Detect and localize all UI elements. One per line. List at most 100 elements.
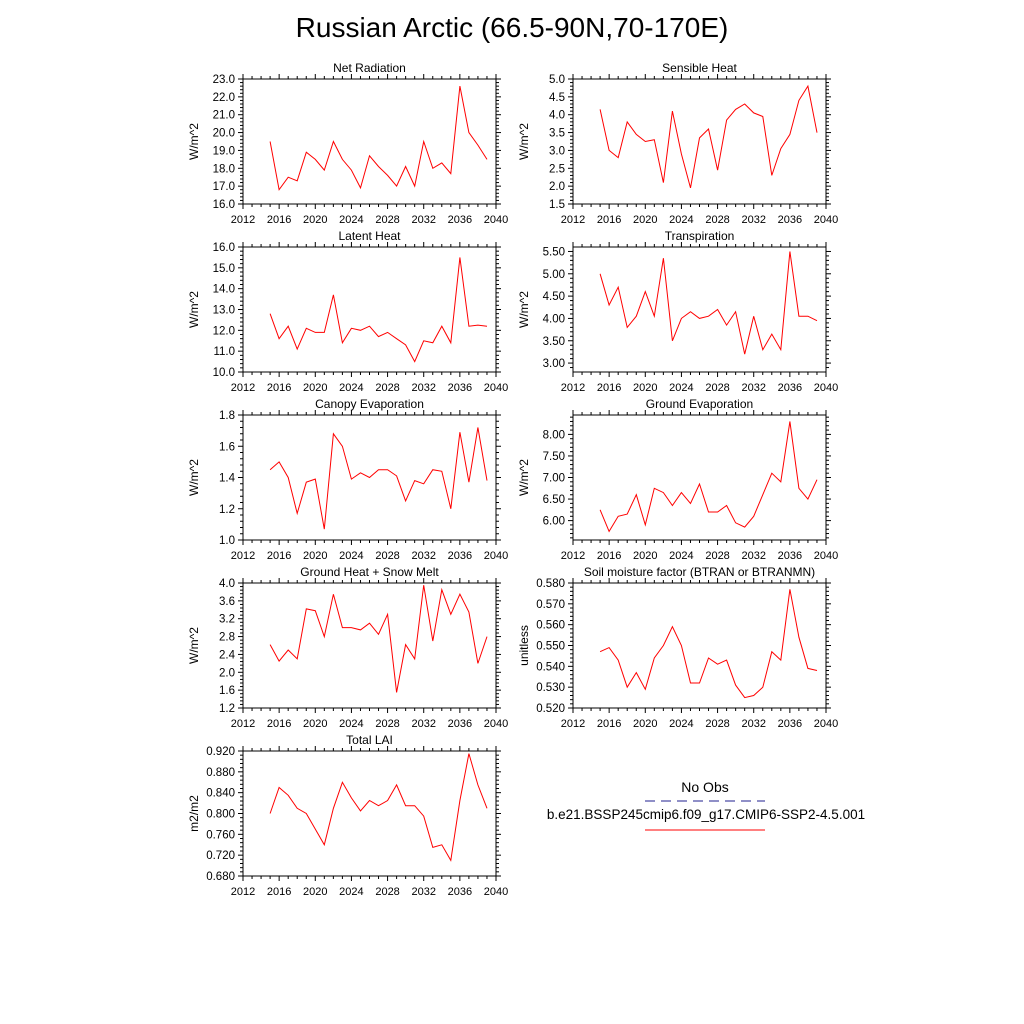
page-title: Russian Arctic (66.5-90N,70-170E): [295, 12, 729, 43]
y-tick-label: 2.8: [219, 632, 235, 644]
x-tick-label: 2016: [597, 550, 621, 562]
panel-soil-moisture-factor-btran-or-btranmn: 2012 2016 2020 2024 2028 2032 2036 2040 0.520 0.5…: [517, 565, 838, 730]
x-tick-label: 2036: [778, 718, 802, 730]
x-tick-label: 2036: [448, 718, 472, 730]
y-tick-label: 0.920: [206, 746, 235, 758]
y-tick-label: 1.5: [549, 199, 565, 211]
y-tick-label: 1.2: [219, 504, 235, 516]
x-tick-label: 2012: [231, 550, 255, 562]
x-tick-label: 2016: [267, 718, 291, 730]
y-tick-label: 0.680: [206, 871, 235, 883]
x-tick-label: 2036: [448, 214, 472, 226]
panel-title: Transpiration: [665, 229, 735, 243]
x-tick-label: 2040: [484, 214, 508, 226]
x-tick-label: 2032: [411, 550, 435, 562]
y-tick-label: 22.0: [213, 92, 235, 104]
y-axis-label: W/m^2: [187, 627, 201, 664]
series-line: [269, 427, 488, 530]
x-tick-label: 2032: [741, 214, 765, 226]
y-tick-label: 3.2: [219, 614, 235, 626]
y-axis-label: W/m^2: [187, 291, 201, 328]
x-tick-label: 2016: [597, 382, 621, 394]
x-tick-label: 2040: [484, 382, 508, 394]
x-tick-label: 2024: [669, 382, 693, 394]
x-tick-label: 2024: [339, 886, 363, 898]
y-tick-label: 20.0: [213, 128, 235, 140]
series-line: [269, 585, 488, 693]
x-tick-label: 2024: [339, 382, 363, 394]
x-tick-label: 2012: [561, 214, 585, 226]
panel-title: Latent Heat: [338, 229, 401, 243]
panel-total-lai: 2012 2016 2020 2024 2028 2032 2036 2040 0.680 0.7…: [187, 733, 508, 898]
y-tick-label: 0.760: [206, 829, 235, 841]
x-tick-label: 2032: [741, 382, 765, 394]
y-axis-label: W/m^2: [517, 459, 531, 496]
panel-net-radiation: 2012 2016 2020 2024 2028 2032 2036 2040 16.0 17.0…: [187, 61, 508, 226]
x-tick-label: 2024: [339, 214, 363, 226]
y-tick-label: 15.0: [213, 263, 235, 275]
y-tick-label: 0.580: [536, 578, 565, 590]
y-tick-label: 16.0: [213, 199, 235, 211]
y-tick-label: 23.0: [213, 74, 235, 86]
y-tick-label: 7.00: [543, 473, 565, 485]
y-tick-label: 2.0: [549, 181, 565, 193]
y-tick-label: 0.720: [206, 850, 235, 862]
series-line: [269, 753, 488, 862]
y-tick-label: 0.800: [206, 809, 235, 821]
x-tick-label: 2032: [411, 382, 435, 394]
legend-entry-obs-label: No Obs: [681, 779, 729, 795]
y-tick-label: 1.4: [219, 473, 236, 485]
panel-ground-heat-snow-melt: 2012 2016 2020 2024 2028 2032 2036 2040 1.2 1.6 2.…: [187, 565, 508, 730]
y-tick-label: 3.6: [219, 596, 235, 608]
x-tick-label: 2032: [411, 718, 435, 730]
y-tick-label: 19.0: [213, 145, 235, 157]
x-tick-label: 2032: [741, 550, 765, 562]
y-tick-label: 11.0: [213, 346, 235, 358]
y-tick-label: 2.5: [549, 163, 565, 175]
x-tick-label: 2032: [741, 718, 765, 730]
x-tick-label: 2032: [411, 214, 435, 226]
y-tick-label: 3.5: [549, 128, 565, 140]
panel-sensible-heat: 2012 2016 2020 2024 2028 2032 2036 2040 1.5 2.0 2.…: [517, 61, 838, 226]
y-tick-label: 4.0: [219, 578, 235, 590]
x-tick-label: 2024: [669, 550, 693, 562]
series-line: [599, 421, 818, 533]
panel-title: Total LAI: [346, 733, 393, 747]
x-tick-label: 2036: [448, 382, 472, 394]
y-tick-label: 6.50: [543, 494, 565, 506]
x-tick-label: 2020: [303, 718, 327, 730]
panel-title: Soil moisture factor (BTRAN or BTRANMN): [584, 565, 815, 579]
series-line: [599, 84, 818, 189]
y-tick-label: 0.560: [536, 620, 565, 632]
y-tick-label: 3.50: [543, 336, 565, 348]
panel-latent-heat: 2012 2016 2020 2024 2028 2032 2036 2040 10.0 11.0…: [187, 229, 508, 394]
y-tick-label: 0.880: [206, 767, 235, 779]
y-axis-label: W/m^2: [517, 123, 531, 160]
y-tick-label: 14.0: [213, 284, 235, 296]
y-axis-label: W/m^2: [517, 291, 531, 328]
panel-transpiration: 2012 2016 2020 2024 2028 2032 2036 2040 3.00 3.50…: [517, 229, 838, 394]
x-tick-label: 2040: [484, 886, 508, 898]
y-axis-label: unitless: [517, 625, 531, 666]
x-tick-label: 2028: [705, 550, 729, 562]
x-tick-label: 2028: [375, 718, 399, 730]
x-tick-label: 2016: [267, 214, 291, 226]
x-tick-label: 2024: [669, 718, 693, 730]
x-tick-label: 2016: [267, 550, 291, 562]
x-tick-label: 2036: [778, 214, 802, 226]
y-tick-label: 1.0: [219, 535, 235, 547]
x-tick-label: 2040: [814, 214, 838, 226]
y-tick-label: 4.0: [549, 110, 565, 122]
y-tick-label: 0.540: [536, 661, 565, 673]
x-tick-label: 2028: [375, 382, 399, 394]
x-tick-label: 2036: [778, 382, 802, 394]
panel-title: Sensible Heat: [662, 61, 737, 75]
x-tick-label: 2016: [267, 382, 291, 394]
y-tick-label: 0.530: [536, 682, 565, 694]
y-tick-label: 0.570: [536, 599, 565, 611]
x-tick-label: 2040: [814, 718, 838, 730]
x-tick-label: 2016: [597, 718, 621, 730]
series-line: [269, 86, 488, 191]
